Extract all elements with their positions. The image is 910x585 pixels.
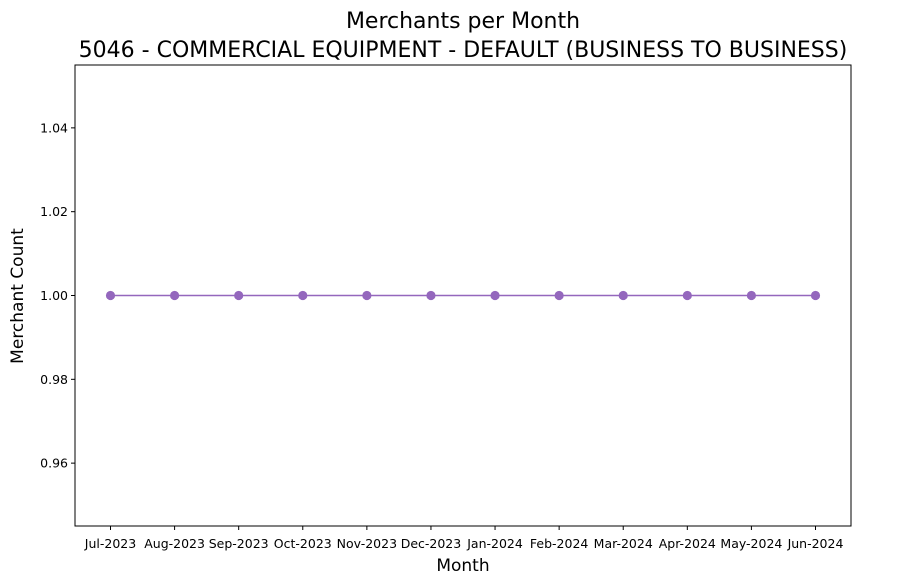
y-tick-label: 0.96 [40,456,68,471]
x-tick-label: Jan-2024 [466,536,523,551]
data-point [105,290,116,301]
x-tick-label: Aug-2023 [144,536,205,551]
data-point [426,290,436,301]
x-tick-label: Nov-2023 [337,536,397,551]
y-tick-label: 1.00 [40,288,68,303]
x-tick-label: Apr-2024 [659,536,716,551]
data-point [490,290,500,301]
plot-frame [74,64,852,527]
x-tick-label: May-2024 [720,536,782,551]
x-tick-label: Oct-2023 [274,536,332,551]
y-tick-label: 0.98 [40,372,68,387]
x-tick-label: Dec-2023 [401,536,462,551]
data-point [810,290,821,301]
x-tick-label: Jul-2023 [84,536,136,551]
x-tick-label: Sep-2023 [209,536,269,551]
data-point [234,290,244,301]
data-point [618,290,628,301]
plot-area: 0.96 0.98 1.00 1.02 1.04 Jul-2023 Aug-2023 Sep-… [40,120,843,551]
chart-subtitle: 5046 - COMMERCIAL EQUIPMENT - DEFAULT (B… [79,38,848,63]
data-point [746,290,757,301]
data-point [362,290,372,301]
data-point [554,290,564,301]
chart-title: Merchants per Month [346,9,580,34]
x-tick-label: Jun-2024 [787,536,844,551]
y-tick-label: 1.02 [40,204,68,219]
data-point [169,290,180,301]
y-axis-label: Merchant Count [8,228,28,364]
x-tick-label: Feb-2024 [530,536,589,551]
data-point [682,290,692,301]
x-axis-label: Month [436,556,489,576]
x-tick-label: Mar-2024 [594,536,653,551]
data-point [298,290,308,301]
y-tick-label: 1.04 [40,120,68,135]
